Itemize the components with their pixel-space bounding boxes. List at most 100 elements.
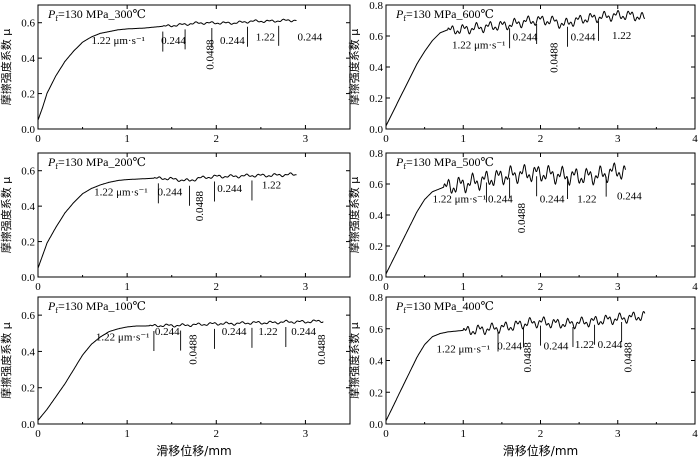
y-tick-label: 0.4 bbox=[369, 356, 383, 368]
velocity-annotation: 1.22 μm·s⁻¹ bbox=[94, 187, 148, 199]
plot-frame bbox=[385, 4, 696, 130]
velocity-annotation: 1.22 μm·s⁻¹ bbox=[436, 344, 490, 356]
y-axis-label: 摩擦强度系数 μ bbox=[347, 177, 361, 254]
friction-curve bbox=[385, 162, 626, 275]
y-axis-label: 摩擦强度系数 μ bbox=[347, 322, 361, 399]
y-tick-label: 0.2 bbox=[369, 387, 383, 399]
chart-panel-6: 0 1 2 3 4 0.0 0.2 0.4 0.6 0.8 摩擦强度系数 μ 滑移位移/mm Pf=13… bbox=[347, 292, 698, 458]
friction-curve bbox=[37, 319, 324, 421]
y-tick-label: 0.2 bbox=[21, 383, 35, 395]
x-tick-label: 2 bbox=[538, 428, 544, 440]
panel-title: Pf=130 MPa_100℃ bbox=[47, 299, 146, 315]
y-tick-label: 0.0 bbox=[369, 272, 383, 284]
x-tick-label: 2 bbox=[214, 133, 220, 145]
velocity-annotation: 1.22 bbox=[575, 339, 594, 351]
velocity-annotation: 0.244 bbox=[598, 339, 623, 351]
x-tick-label: 0 bbox=[383, 428, 389, 440]
x-tick-label: 1 bbox=[124, 281, 130, 293]
x-tick-label: 0 bbox=[35, 428, 41, 440]
y-tick-label: 0.8 bbox=[369, 148, 383, 160]
x-tick-label: 0 bbox=[383, 133, 389, 145]
y-axis-label: 摩擦强度系数 μ bbox=[0, 29, 13, 106]
plot-frame bbox=[37, 296, 351, 425]
velocity-annotation: 0.0488 bbox=[205, 39, 217, 70]
x-tick-label: 3 bbox=[303, 133, 309, 145]
x-tick-label: 2 bbox=[214, 281, 220, 293]
plot-frame bbox=[385, 296, 696, 425]
velocity-annotation: 0.244 bbox=[158, 187, 183, 199]
y-tick-label: 0.0 bbox=[21, 272, 35, 284]
velocity-annotation: 0.0488 bbox=[194, 191, 206, 222]
friction-curve bbox=[385, 311, 646, 422]
friction-curve bbox=[37, 172, 297, 269]
x-tick-label: 0 bbox=[35, 133, 41, 145]
x-tick-label: 4 bbox=[692, 133, 698, 145]
x-tick-label: 0 bbox=[383, 281, 389, 293]
panel-title: Pf=130 MPa_300℃ bbox=[47, 7, 146, 23]
y-tick-label: 0.4 bbox=[21, 346, 35, 358]
velocity-annotation: 0.244 bbox=[217, 183, 242, 195]
velocity-annotation: 1.22 bbox=[612, 30, 631, 42]
x-tick-label: 2 bbox=[538, 133, 544, 145]
x-axis-label: 滑移位移/mm bbox=[503, 443, 578, 458]
x-tick-label: 3 bbox=[303, 428, 309, 440]
velocity-annotation: 0.244 bbox=[488, 194, 513, 206]
x-tick-label: 3 bbox=[615, 281, 621, 293]
chart-panel-5: 0 1 2 3 0.0 0.2 0.4 0.6 摩擦强度系数 μ 滑移位移/mm Pf=130 MP… bbox=[0, 296, 351, 458]
y-tick-label: 0.6 bbox=[21, 166, 35, 178]
chart-panel-1: 0 1 2 3 0.0 0.2 0.4 0.6 摩擦强度系数 μ Pf=130 MPa_300℃ 1… bbox=[0, 4, 351, 145]
y-tick-label: 0.2 bbox=[369, 93, 383, 105]
y-tick-label: 0.4 bbox=[21, 201, 35, 213]
chart-panel-2: 0 1 2 3 4 0.0 0.2 0.4 0.6 0.8 摩擦强度系数 μ Pf=130 MPa_6… bbox=[347, 0, 698, 145]
velocity-annotation: 1.22 μm·s⁻¹ bbox=[91, 35, 145, 47]
velocity-annotation: 0.244 bbox=[497, 340, 522, 352]
x-tick-label: 3 bbox=[615, 133, 621, 145]
friction-curve bbox=[37, 18, 297, 121]
y-tick-label: 0.8 bbox=[369, 0, 383, 12]
velocity-annotation: 1.22 bbox=[258, 326, 277, 338]
velocity-annotation: 0.244 bbox=[540, 194, 565, 206]
velocity-annotation: 0.244 bbox=[298, 31, 323, 43]
plot-frame bbox=[385, 152, 696, 278]
velocity-annotation: 1.22 μm·s⁻¹ bbox=[452, 39, 506, 51]
velocity-annotation: 0.0488 bbox=[623, 342, 635, 373]
y-tick-label: 0.8 bbox=[369, 292, 383, 304]
velocity-annotation: 0.0488 bbox=[316, 334, 328, 365]
y-tick-label: 0.2 bbox=[369, 241, 383, 253]
x-tick-label: 3 bbox=[615, 428, 621, 440]
y-tick-label: 0.4 bbox=[369, 62, 383, 74]
panel-title: Pf=130 MPa_500℃ bbox=[395, 155, 494, 171]
x-tick-label: 4 bbox=[692, 281, 698, 293]
y-tick-label: 0.0 bbox=[21, 419, 35, 431]
friction-curve bbox=[385, 9, 646, 127]
y-tick-label: 0.0 bbox=[369, 419, 383, 431]
x-axis-label: 滑移位移/mm bbox=[156, 443, 231, 458]
y-tick-label: 0.6 bbox=[369, 31, 383, 43]
y-axis-label: 摩擦强度系数 μ bbox=[0, 322, 13, 399]
x-tick-label: 2 bbox=[214, 428, 220, 440]
velocity-annotation: 1.22 bbox=[256, 31, 275, 43]
y-tick-label: 0.0 bbox=[369, 124, 383, 136]
velocity-annotation: 0.0488 bbox=[548, 42, 560, 73]
chart-panel-4: 0 1 2 3 4 0.0 0.2 0.4 0.6 0.8 摩擦强度系数 μ Pf=130 MPa_5… bbox=[347, 148, 698, 293]
x-tick-label: 1 bbox=[461, 281, 467, 293]
velocity-annotation: 0.244 bbox=[161, 35, 186, 47]
velocity-annotation: 0.244 bbox=[513, 32, 538, 44]
velocity-annotation: 0.244 bbox=[544, 340, 569, 352]
velocity-annotation: 1.22 μm·s⁻¹ bbox=[433, 194, 487, 206]
x-tick-label: 1 bbox=[124, 133, 130, 145]
x-tick-label: 3 bbox=[303, 281, 309, 293]
x-tick-label: 2 bbox=[538, 281, 544, 293]
y-tick-label: 0.2 bbox=[21, 89, 35, 101]
x-tick-label: 0 bbox=[35, 281, 41, 293]
panel-title: Pf=130 MPa_600℃ bbox=[395, 7, 494, 23]
panel-title: Pf=130 MPa_200℃ bbox=[47, 155, 146, 171]
velocity-annotation: 0.244 bbox=[291, 326, 316, 338]
velocity-annotation: 1.22 μm·s⁻¹ bbox=[96, 332, 150, 344]
plot-frame bbox=[37, 152, 351, 278]
y-axis-label: 摩擦强度系数 μ bbox=[0, 177, 13, 254]
velocity-annotation: 0.244 bbox=[155, 326, 180, 338]
velocity-annotation: 0.0488 bbox=[522, 342, 534, 373]
x-tick-label: 1 bbox=[124, 428, 130, 440]
plot-frame bbox=[37, 4, 351, 130]
